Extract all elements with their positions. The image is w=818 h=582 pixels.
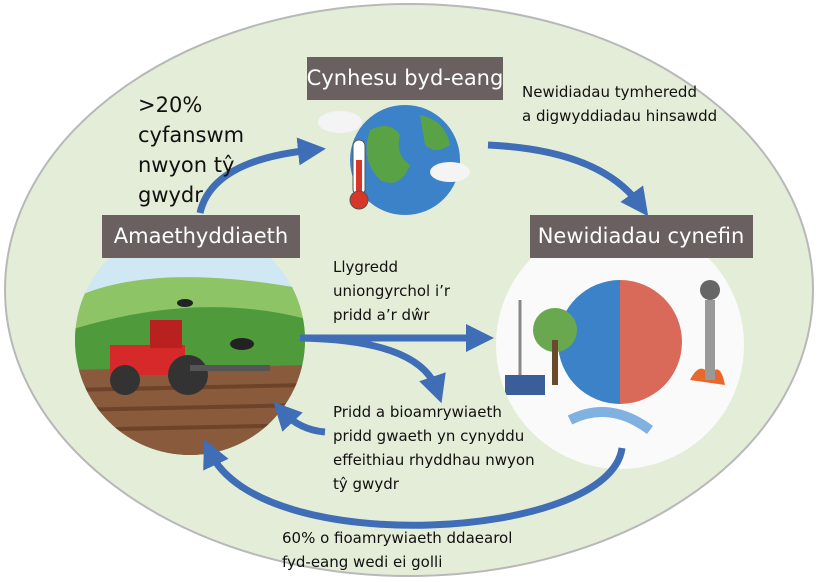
node: Amaethyddiaeth bbox=[102, 215, 300, 258]
annotation-line: tŷ gwydr bbox=[333, 475, 400, 493]
annotation-line: pridd gwaeth yn cynyddu bbox=[333, 427, 524, 445]
annotation-line: >20% bbox=[138, 93, 202, 117]
node: Cynhesu byd-eang bbox=[307, 57, 504, 100]
annotation-line: cyfanswm bbox=[138, 123, 244, 147]
annotation-line: Pridd a bioamrywiaeth bbox=[333, 403, 502, 421]
annotation-line: pridd a’r dŵr bbox=[333, 306, 430, 324]
node-label: Cynhesu byd-eang bbox=[307, 66, 504, 90]
annotation-line: a digwyddiadau hinsawdd bbox=[522, 107, 717, 125]
annotation-line: Llygredd bbox=[333, 258, 398, 276]
annotation-line: 60% o fioamrywiaeth ddaearol bbox=[282, 529, 512, 547]
diagram: Cynhesu byd-eang Amaethyddiaeth Newidiad… bbox=[0, 0, 818, 582]
annotation-line: gwydr bbox=[138, 183, 203, 207]
annotation-line: fyd-eang wedi ei golli bbox=[282, 553, 442, 571]
node: Newidiadau cynefin bbox=[530, 215, 753, 258]
annotation-line: Newidiadau tymheredd bbox=[522, 83, 697, 101]
annotation-line: effeithiau rhyddhau nwyon bbox=[333, 451, 535, 469]
annotation-line: uniongyrchol i’r bbox=[333, 282, 451, 300]
node-label: Newidiadau cynefin bbox=[538, 224, 745, 248]
node-label: Amaethyddiaeth bbox=[114, 224, 288, 248]
annotation-line: nwyon tŷ bbox=[138, 153, 234, 177]
